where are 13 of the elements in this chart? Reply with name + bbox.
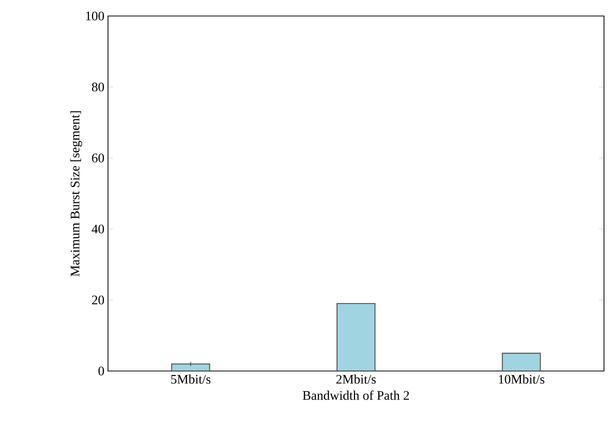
y-tick-label: 100 (86, 12, 104, 20)
bar (336, 303, 376, 371)
y-tick-label: 20 (92, 296, 104, 304)
x-tick-label: 2Mbit/s (336, 374, 376, 384)
y-axis-title: Maximum Burst Size [segment] (70, 111, 82, 276)
x-axis-title: Bandwidth of Path 2 (302, 390, 409, 400)
y-tick-label: 60 (92, 154, 104, 162)
x-tick-label: 10Mbit/s (499, 374, 544, 384)
y-tick-label: 80 (92, 82, 104, 92)
x-tick-label: 5Mbit/s (171, 374, 210, 384)
bar (502, 352, 541, 371)
y-tick-label: 40 (92, 224, 104, 234)
y-tick-label: 0 (98, 366, 104, 376)
